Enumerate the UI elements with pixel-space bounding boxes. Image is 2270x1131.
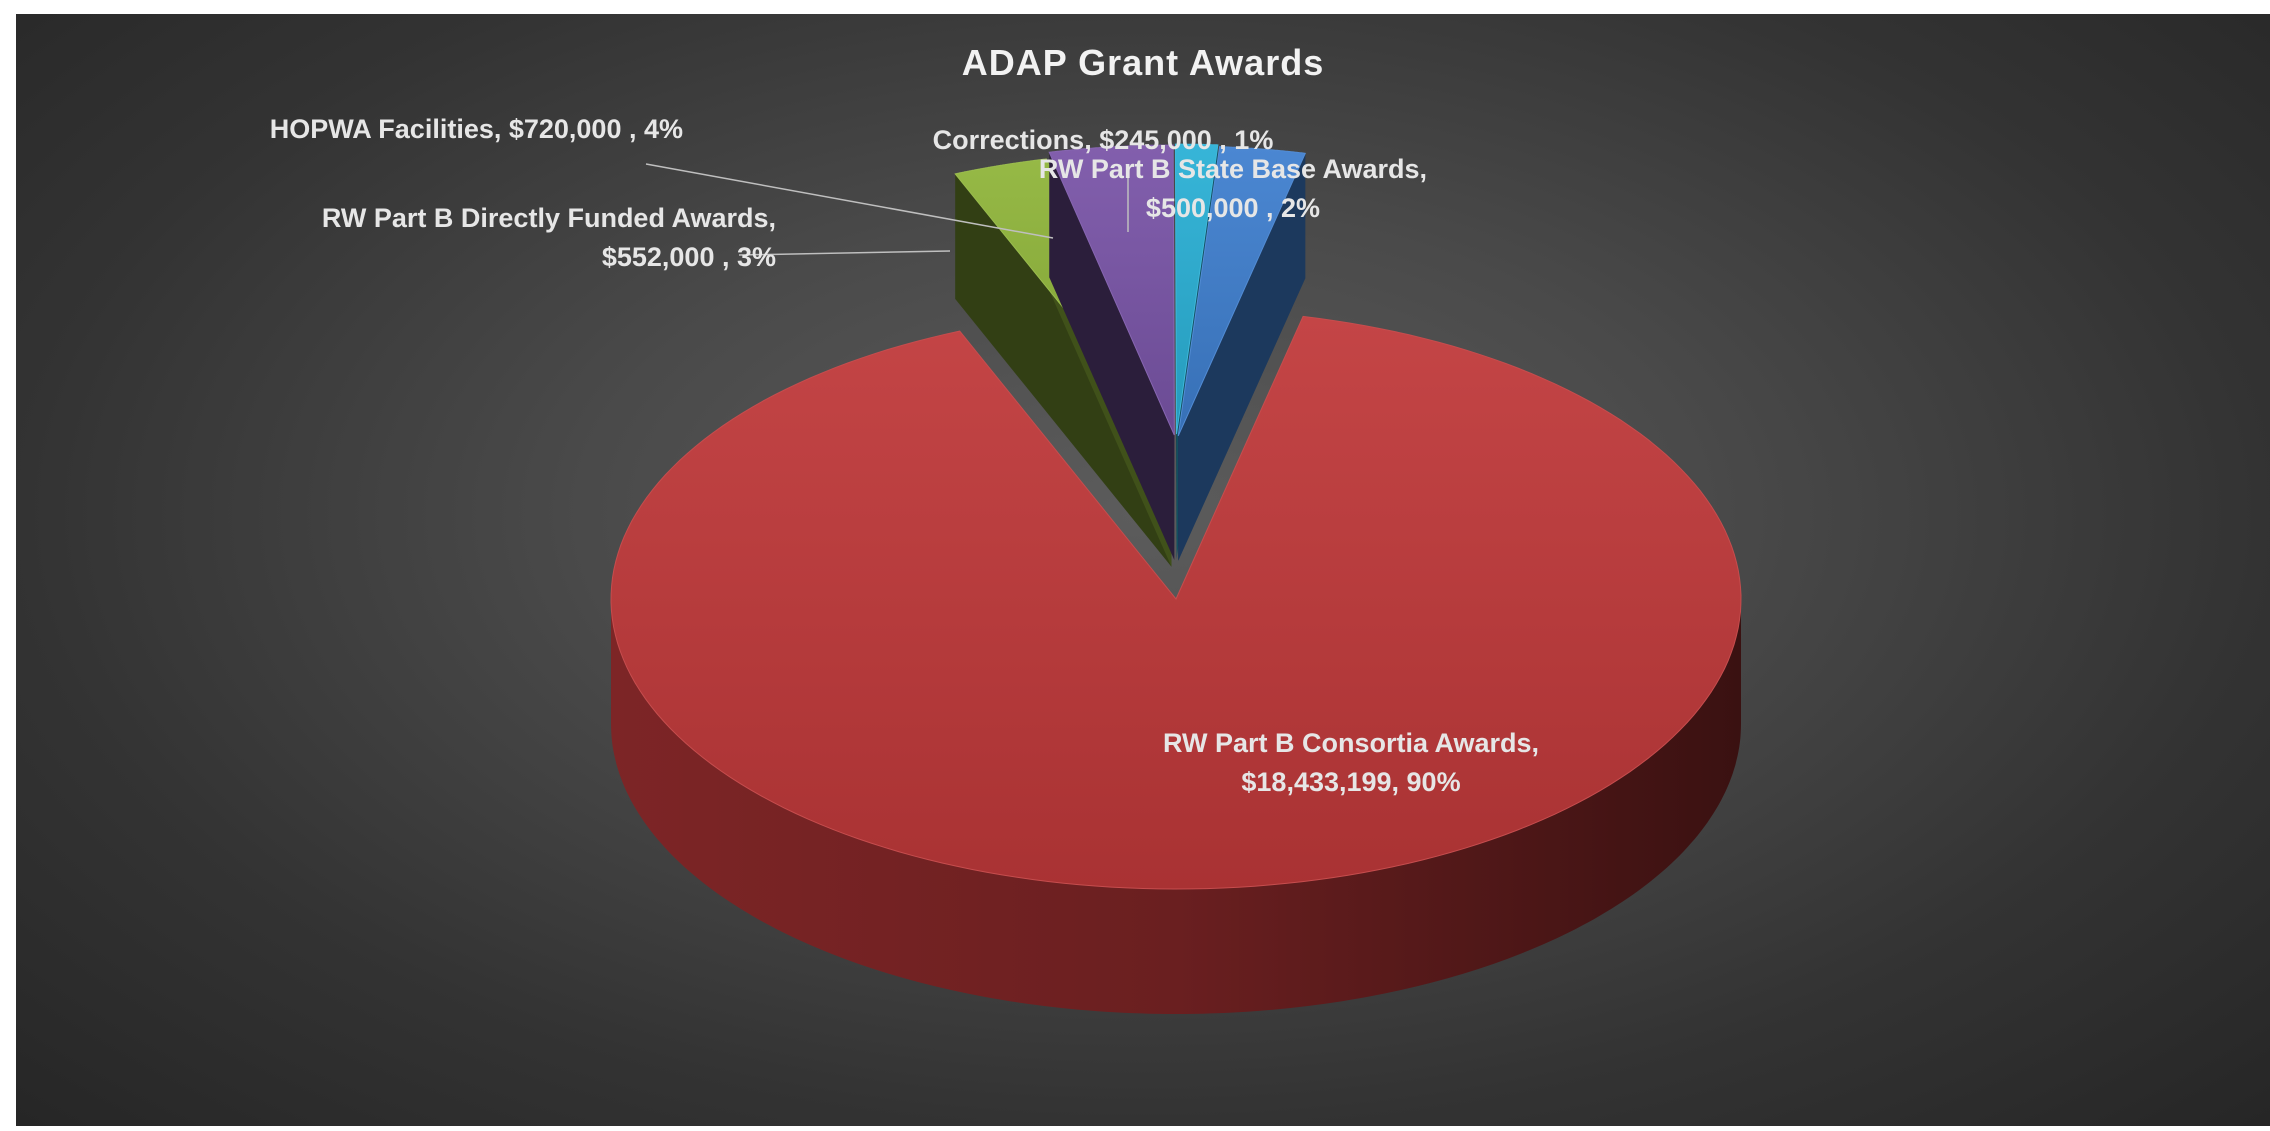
pie-slice-rw-part-b-state-base-awards	[1177, 146, 1307, 561]
data-label-corrections: Corrections, $245,000 , 1%	[933, 125, 1274, 155]
chart-title: ADAP Grant Awards	[962, 42, 1324, 83]
chart-area: ADAP Grant Awards RW Part B Consortia Aw…	[16, 14, 2270, 1126]
slices-layer	[610, 143, 1742, 1014]
data-label-rw-part-b-state-base-awards: RW Part B State Base Awards, $500,000 , 2…	[1039, 154, 1427, 223]
data-labels: RW Part B Consortia Awards, $18,433,199, …	[270, 114, 1539, 797]
leader-lines	[645, 163, 1129, 256]
leader-line	[738, 250, 951, 256]
data-label-hopwa-facilities: HOPWA Facilities, $720,000 , 4%	[270, 114, 683, 144]
pie-chart: ADAP Grant Awards RW Part B Consortia Aw…	[270, 42, 1742, 1014]
data-label-rw-part-b-directly-funded-awards: RW Part B Directly Funded Awards, $552,00…	[322, 203, 776, 272]
pie-slice-hopwa-facilities	[1048, 144, 1175, 561]
data-label-rw-part-b-consortia-awards: RW Part B Consortia Awards, $18,433,199, …	[1163, 728, 1539, 797]
leader-line	[645, 163, 1054, 239]
pie-slice-rw-part-b-consortia-awards	[610, 315, 1742, 1014]
